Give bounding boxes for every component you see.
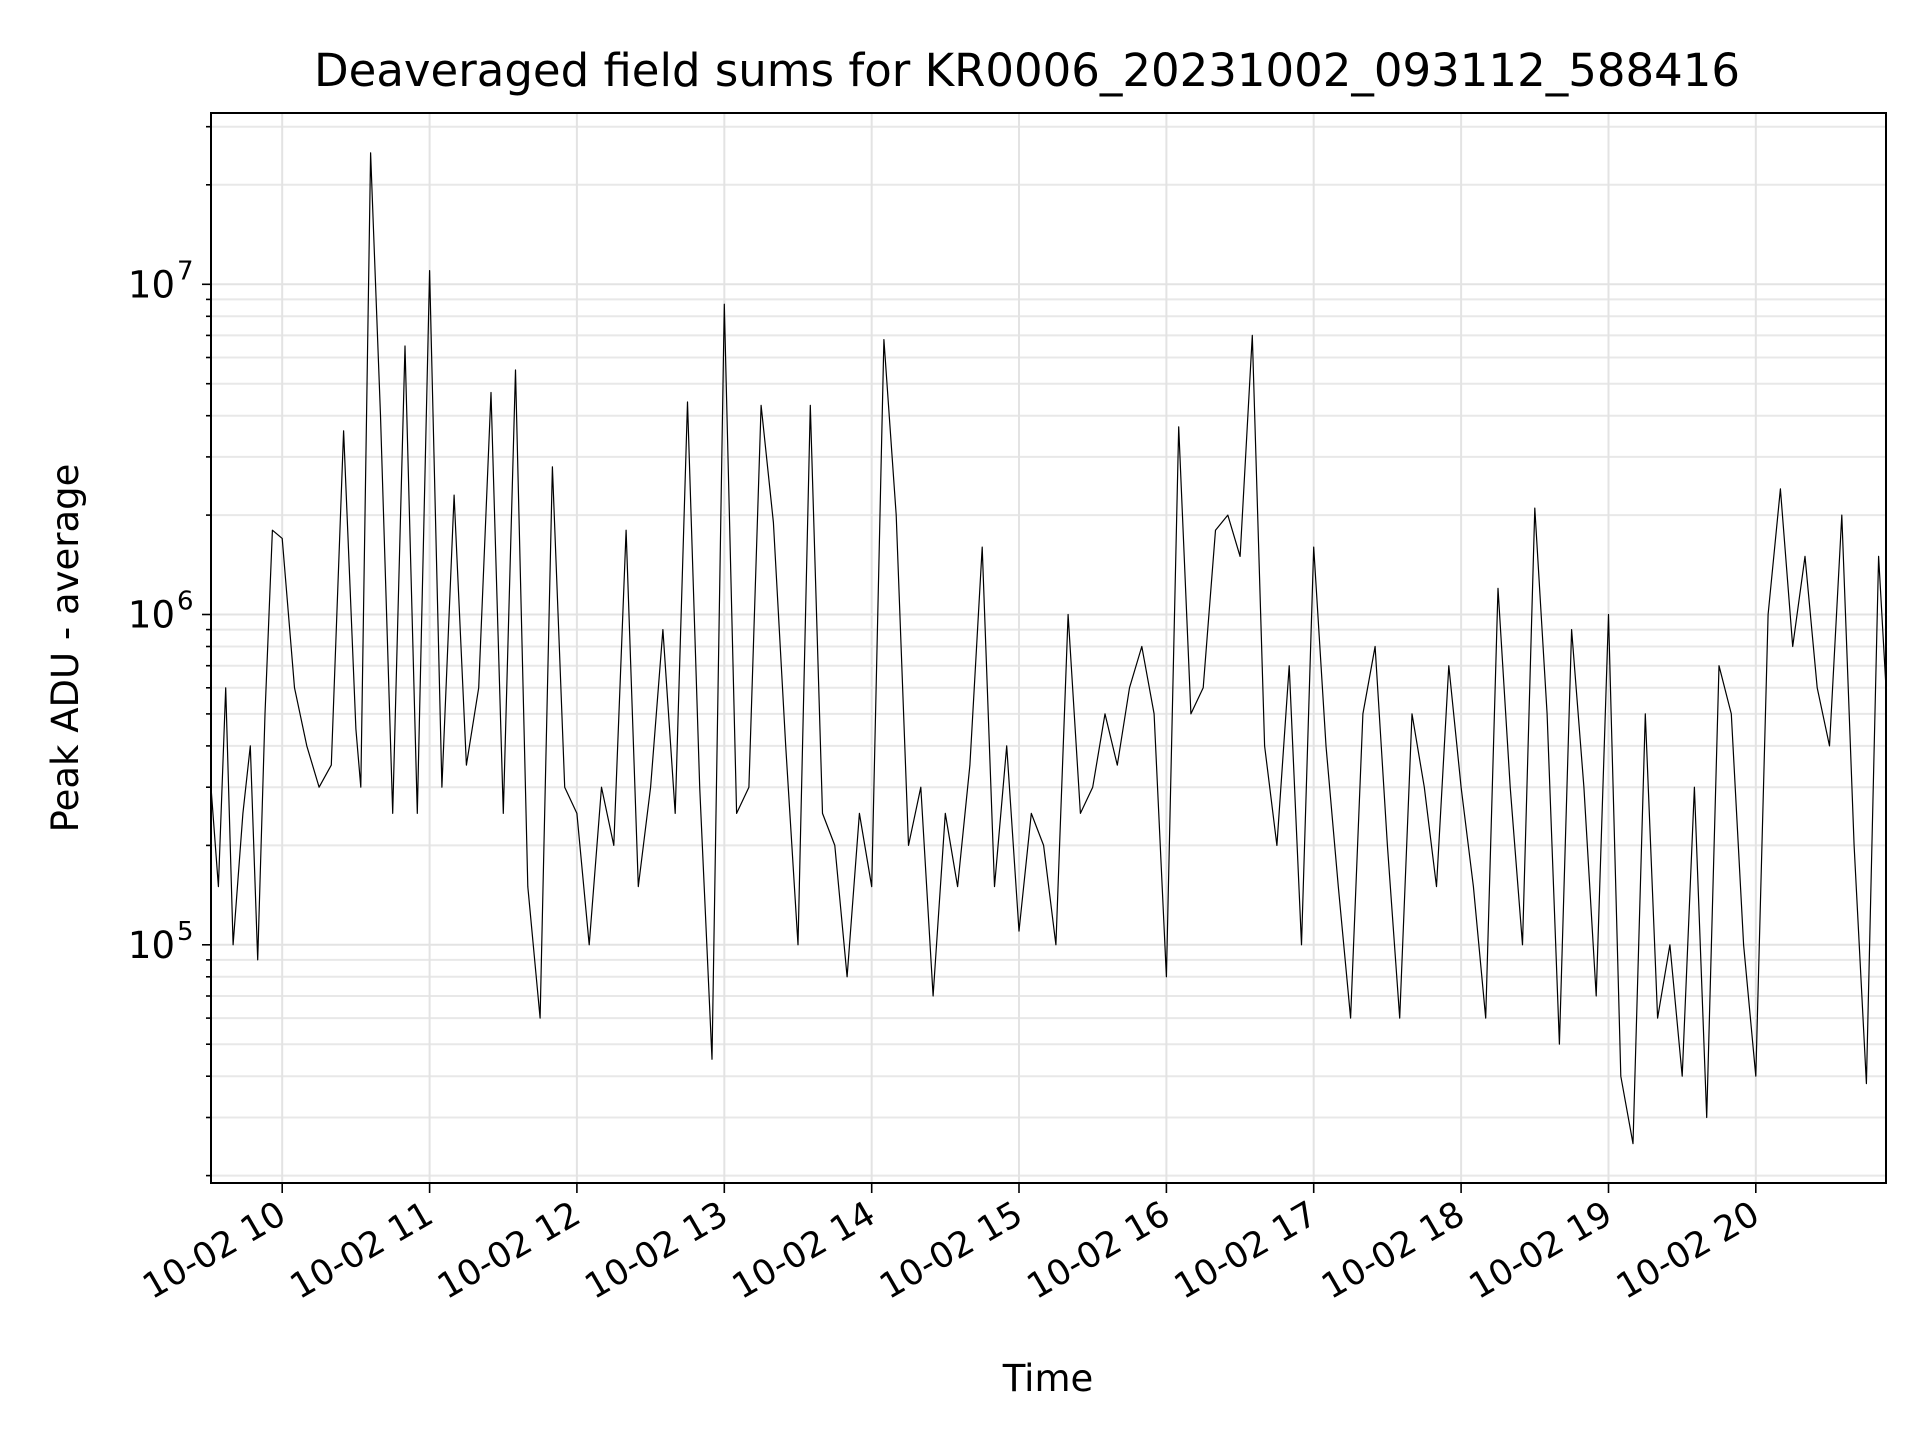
y-tick-label: 10 [128,924,175,967]
y-tick-label: 10 [128,594,175,637]
x-tick-label: 10-02 16 [1021,1194,1177,1307]
x-tick-label: 10-02 15 [873,1194,1029,1307]
x-tick-label: 10-02 10 [136,1194,292,1307]
series-line [210,152,1887,1145]
x-tick-label: 10-02 11 [284,1194,440,1307]
x-tick-label: 10-02 13 [579,1194,735,1307]
chart-title: Deaveraged field sums for KR0006_2023100… [314,44,1740,97]
x-tick-label: 10-02 19 [1463,1194,1619,1307]
x-tick-label: 10-02 14 [726,1194,882,1307]
grid-lines [211,113,1886,1183]
x-tick-label: 10-02 18 [1315,1194,1471,1307]
plot-frame [210,112,1887,1184]
y-tick-exponent: 7 [177,256,194,286]
y-tick-label: 10 [128,263,175,306]
x-axis-label: Time [1002,1357,1094,1400]
y-axis-label: Peak ADU - average [44,464,87,833]
x-tick-label: 10-02 20 [1610,1194,1766,1307]
x-tick-label: 10-02 12 [431,1194,587,1307]
x-tick-label: 10-02 17 [1168,1194,1324,1307]
y-tick-exponent: 6 [177,587,194,617]
y-tick-exponent: 5 [177,917,194,947]
